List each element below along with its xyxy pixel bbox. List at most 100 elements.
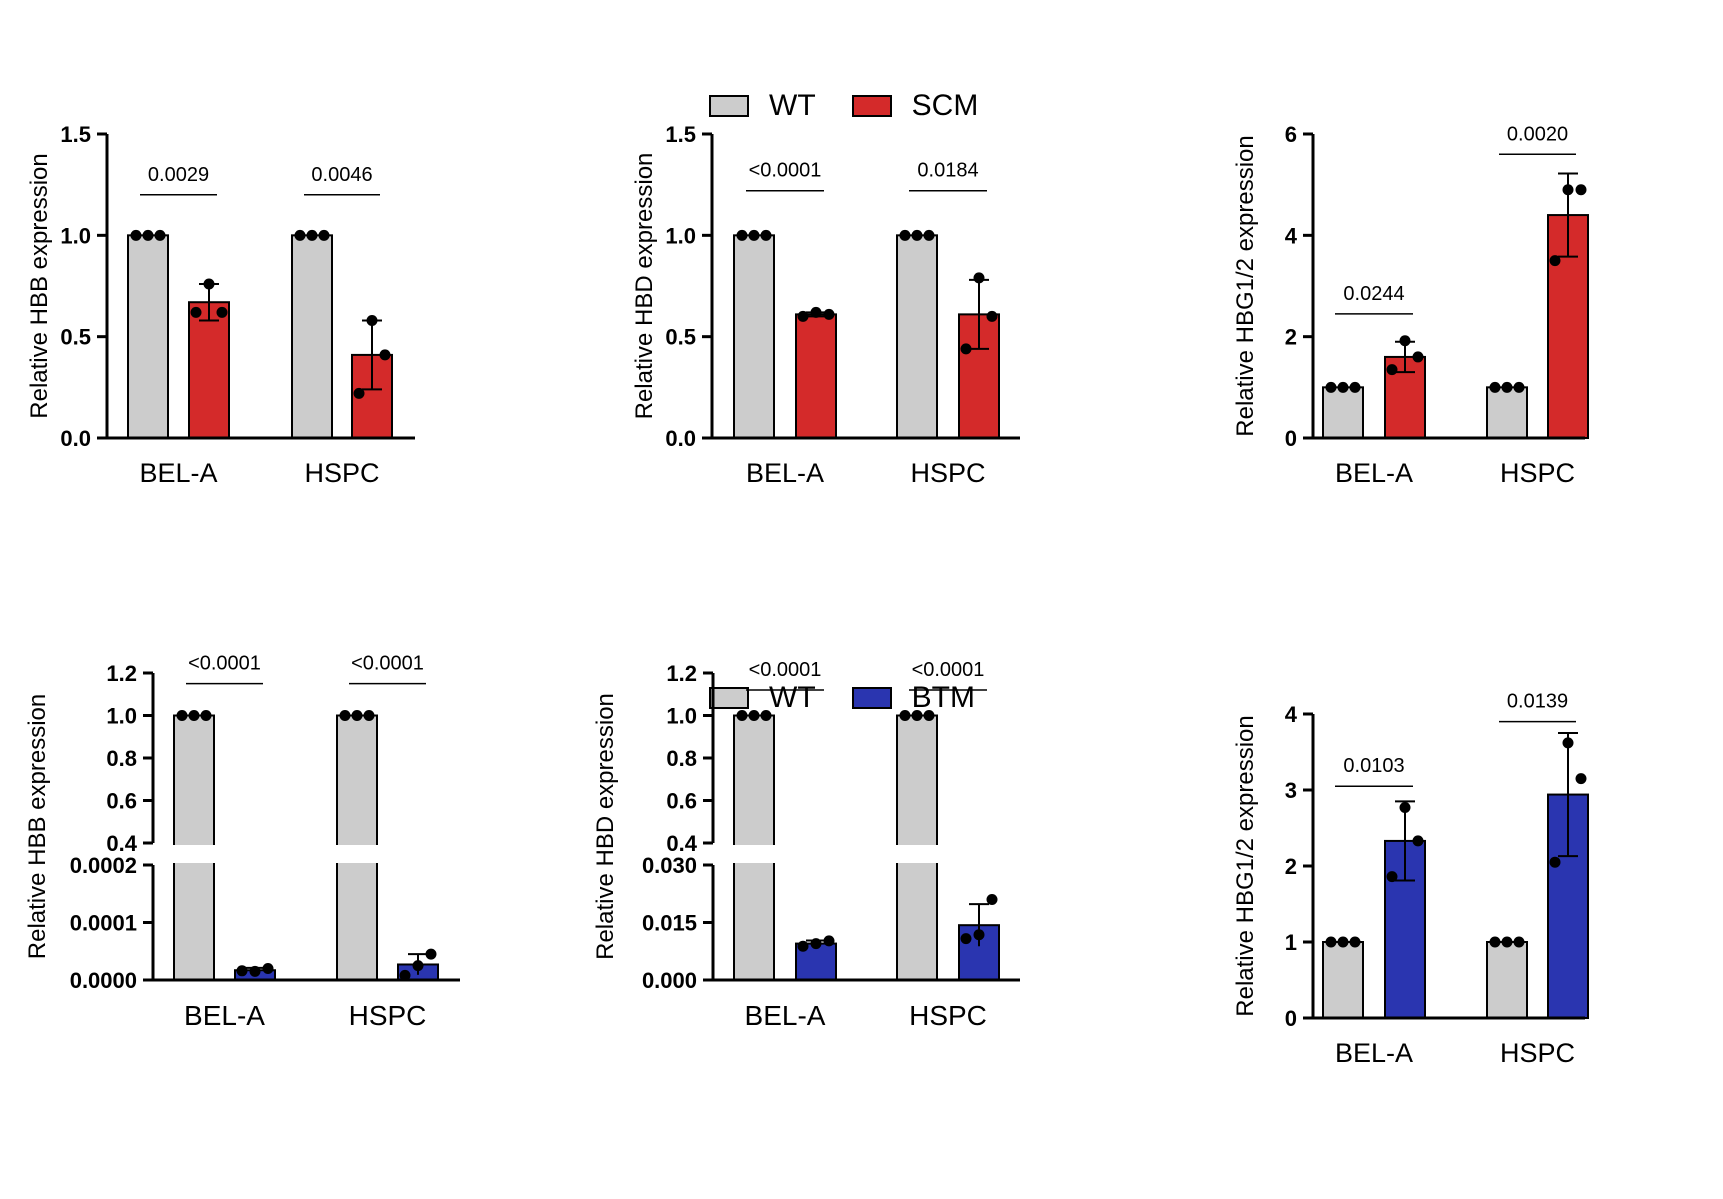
data-point: [249, 965, 261, 977]
data-point: [203, 278, 215, 290]
x-category-label: BEL-A: [1335, 1038, 1413, 1068]
data-point: [188, 710, 200, 721]
data-point: [736, 710, 748, 721]
data-point: [1412, 835, 1424, 847]
data-point: [176, 710, 188, 721]
x-category-label: BEL-A: [1335, 458, 1413, 488]
bar: [795, 313, 837, 439]
data-point: [399, 969, 411, 981]
data-point: [1386, 364, 1398, 376]
x-category-label: HSPC: [909, 1000, 987, 1031]
bar: [733, 858, 775, 981]
bar: [733, 714, 775, 850]
p-value-label: <0.0001: [188, 653, 261, 675]
data-point: [1562, 737, 1574, 749]
y-tick-label: 0.5: [665, 325, 696, 350]
bar: [896, 858, 938, 981]
x-category-label: BEL-A: [139, 458, 217, 488]
p-value-label: <0.0001: [749, 659, 822, 681]
data-point: [1349, 381, 1361, 393]
data-point: [306, 229, 318, 241]
data-point: [379, 349, 391, 361]
data-point: [760, 710, 772, 721]
y-tick-label: 0.000: [642, 968, 697, 993]
y-tick-label: 1: [1285, 930, 1297, 955]
y-tick-label: 1.5: [665, 122, 696, 147]
data-point: [760, 229, 772, 241]
p-value-label: 0.0046: [311, 164, 372, 186]
y-tick-label: 0.6: [106, 789, 137, 814]
data-point: [1549, 255, 1561, 267]
y-axis-label: Relative HBG1/2 expression: [1232, 715, 1259, 1016]
legend-label: WT: [769, 681, 816, 714]
bar: [127, 234, 169, 440]
y-axis-label: Relative HBB expression: [24, 694, 51, 959]
y-tick-label: 0.8: [106, 746, 137, 771]
y-tick-label: 1.2: [106, 661, 137, 686]
data-point: [736, 229, 748, 241]
chart-hbb-btm: 0.4 0.6 0.8 1.0 1.2 0.0000 0.0001 0.0002 Relativ…: [24, 653, 460, 1031]
y-tick-label: 1.0: [60, 223, 91, 248]
data-point: [130, 229, 142, 241]
data-point: [986, 310, 998, 322]
data-point: [911, 229, 923, 241]
bar: [336, 858, 378, 981]
data-point: [823, 935, 835, 947]
y-tick-label: 2: [1285, 325, 1297, 350]
y-tick-label: 1.5: [60, 122, 91, 147]
data-point: [1489, 936, 1501, 948]
data-point: [318, 229, 330, 241]
data-point: [1489, 381, 1501, 393]
data-point: [142, 229, 154, 241]
legend-item-btm: BTM: [851, 681, 975, 715]
bar: [896, 714, 938, 850]
axis-break-gap: [334, 845, 380, 863]
data-point: [294, 229, 306, 241]
data-point: [1575, 773, 1587, 785]
chart-hbb-scm: 0.0 0.5 1.0 1.5 Relative HBB expression BEL-A…: [26, 122, 415, 488]
data-point: [1562, 184, 1574, 196]
data-point: [1575, 184, 1587, 196]
p-value-label: <0.0001: [912, 659, 985, 681]
bar: [336, 714, 378, 850]
data-point: [339, 710, 351, 721]
p-value-label: <0.0001: [351, 653, 424, 675]
y-tick-label: 4: [1285, 223, 1298, 248]
legend-item-wt: WT: [709, 89, 816, 123]
bar: [188, 301, 230, 439]
legend-label: WT: [769, 89, 816, 122]
data-point: [200, 710, 212, 721]
y-tick-label: 0.030: [642, 853, 697, 878]
data-point: [797, 310, 809, 322]
data-point: [899, 710, 911, 721]
legend-top: WT SCM: [709, 86, 1014, 126]
bar: [1322, 386, 1364, 440]
legend-item-scm: SCM: [851, 89, 978, 123]
legend-item-wt: WT: [709, 681, 816, 715]
data-point: [1349, 936, 1361, 948]
chart-hbd-btm: 0.4 0.6 0.8 1.0 1.2 0.000 0.015 0.030 Relative H…: [592, 659, 1020, 1031]
y-axis-label: Relative HBD expression: [631, 153, 658, 420]
x-category-label: HSPC: [1500, 1038, 1575, 1068]
data-point: [1337, 936, 1349, 948]
axis-break-gap: [171, 845, 217, 863]
legend-swatch-wt: [709, 95, 749, 117]
data-point: [960, 933, 972, 945]
data-point: [986, 894, 998, 905]
axis-break-gap: [731, 845, 777, 863]
data-point: [351, 710, 363, 721]
data-point: [412, 960, 424, 972]
x-category-label: BEL-A: [746, 458, 824, 488]
p-value-label: 0.0244: [1343, 283, 1404, 305]
data-point: [425, 948, 437, 960]
data-point: [899, 229, 911, 241]
y-tick-label: 0: [1285, 426, 1297, 451]
y-tick-label: 0: [1285, 1006, 1297, 1031]
data-point: [236, 965, 248, 977]
y-tick-label: 6: [1285, 122, 1297, 147]
bar: [291, 234, 333, 440]
data-point: [1549, 856, 1561, 868]
data-point: [1325, 381, 1337, 393]
data-point: [1386, 871, 1398, 883]
y-tick-label: 0.0000: [70, 968, 137, 993]
